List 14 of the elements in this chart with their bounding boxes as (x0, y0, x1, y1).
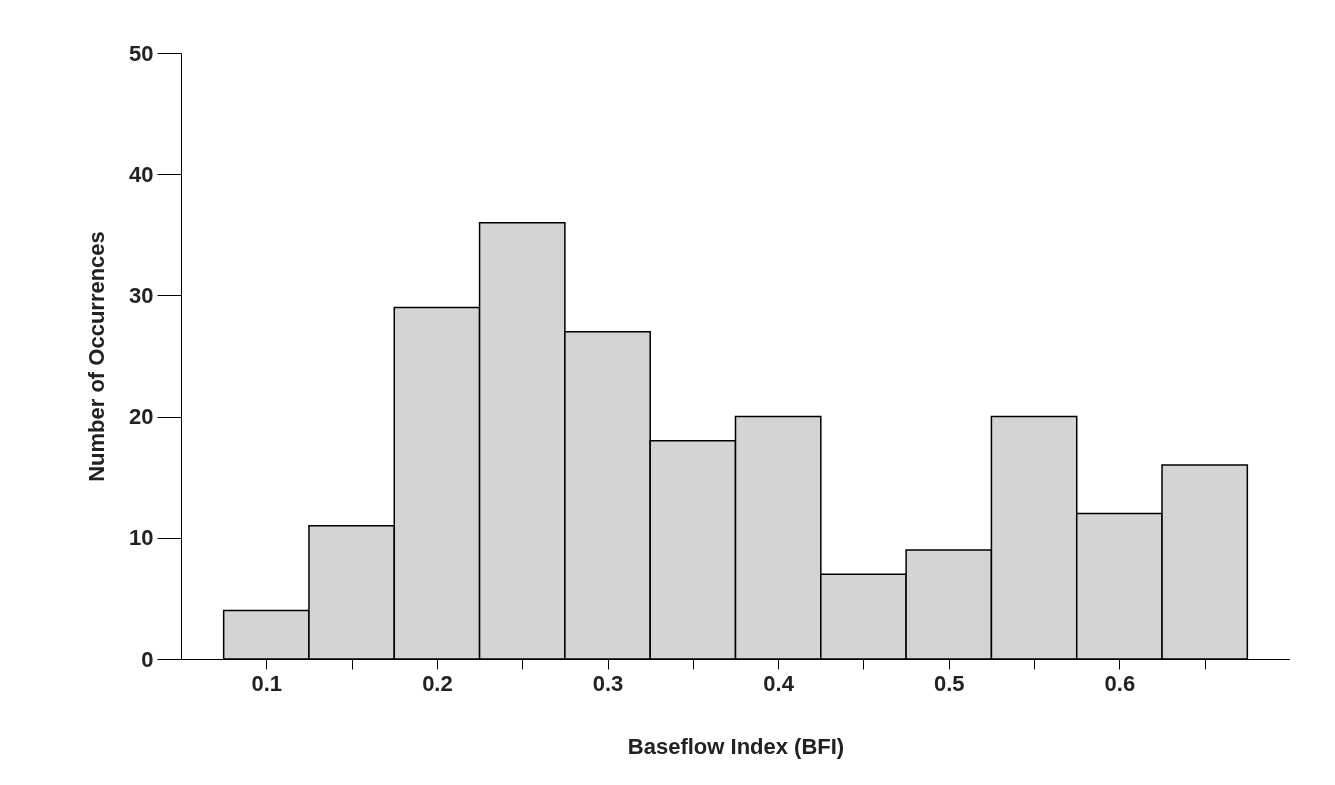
y-axis-title: Number of Occurrences (84, 231, 110, 482)
y-tick-label: 0 (141, 646, 154, 672)
x-tick-label: 0.5 (933, 670, 965, 696)
x-tick-label: 0.2 (422, 670, 453, 696)
x-tick-label: 0.6 (1104, 670, 1136, 696)
y-tick-label: 20 (129, 404, 154, 430)
y-tick-label: 50 (129, 40, 154, 66)
y-tick-label: 10 (129, 525, 154, 551)
y-tick-label: 40 (129, 161, 154, 187)
x-tick-label: 0.1 (251, 670, 283, 696)
x-axis-title: Baseflow Index (BFI) (627, 733, 845, 759)
y-tick-label: 30 (129, 282, 154, 308)
x-tick-label: 0.4 (763, 670, 795, 696)
x-tick-label: 0.3 (592, 670, 624, 696)
